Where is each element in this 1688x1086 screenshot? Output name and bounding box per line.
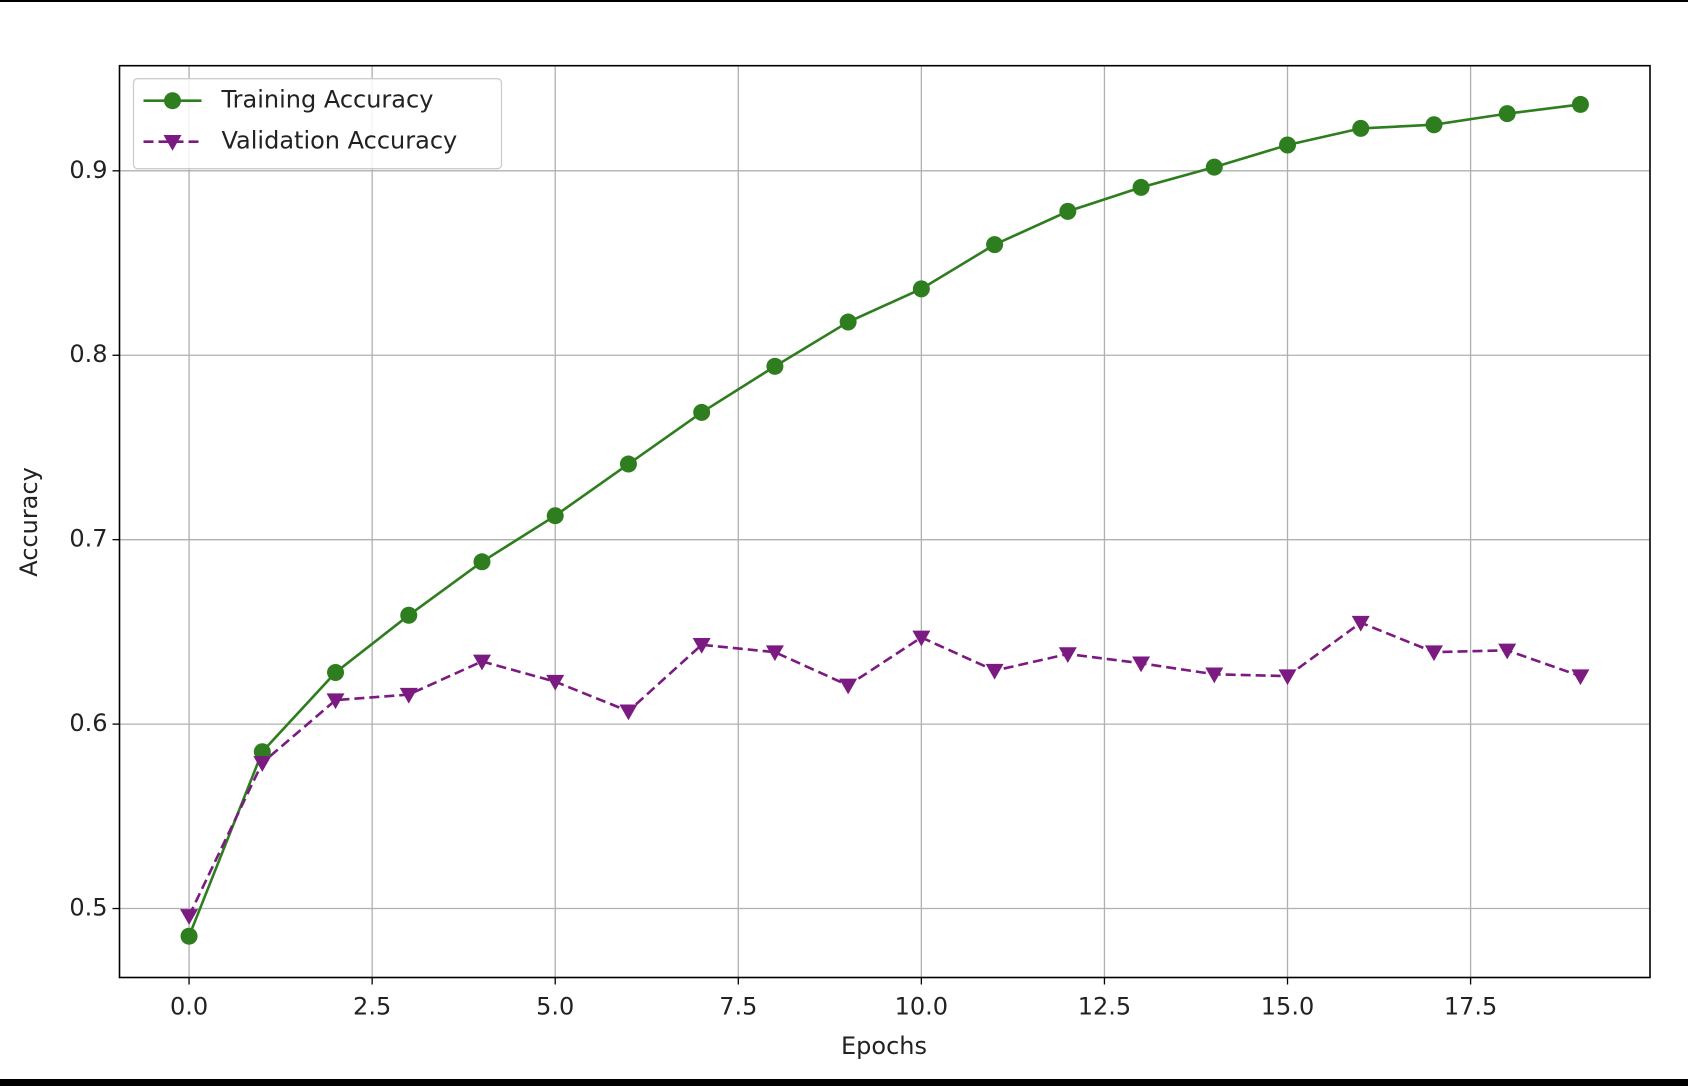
marker [1132,178,1150,196]
legend-marker [164,92,181,110]
marker [1571,669,1590,686]
marker [546,507,564,525]
x-tick-label: 10.0 [895,993,948,1021]
y-tick-label: 0.9 [69,156,107,184]
marker [619,455,637,473]
marker [912,280,930,298]
x-tick-label: 2.5 [353,993,391,1021]
marker [473,553,491,571]
x-tick-label: 12.5 [1078,993,1131,1021]
marker [692,638,711,654]
marker [1352,119,1370,137]
x-tick-label: 15.0 [1261,993,1314,1021]
y-tick-label: 0.6 [69,709,107,737]
marker [399,687,418,704]
marker [1498,105,1516,123]
marker [985,663,1004,680]
bottom-bar [0,1079,1688,1086]
marker [1205,667,1224,684]
legend-label: Validation Accuracy [222,127,458,155]
marker [253,756,272,772]
marker [1279,136,1297,154]
y-tick-label: 0.7 [69,525,107,553]
top-border [0,0,1688,2]
marker [1424,645,1443,662]
series-line [187,103,1581,937]
marker [180,909,199,925]
marker [1059,202,1077,220]
marker [693,403,711,421]
marker [1132,656,1151,673]
marker [765,645,784,662]
series-line [187,621,1581,917]
legend-box [132,78,503,170]
marker [1571,95,1589,113]
marker [326,693,345,710]
marker [912,630,931,647]
legend-label: Training Accuracy [221,86,434,114]
marker [546,674,565,691]
marker [1205,158,1223,176]
marker [986,236,1004,254]
marker [400,606,418,624]
marker [766,357,784,375]
x-tick-label: 17.5 [1444,993,1497,1021]
y-axis-label: Accuracy [15,467,43,577]
marker [839,313,857,331]
x-tick-label: 5.0 [536,993,574,1021]
marker [1058,647,1077,664]
marker [472,654,491,671]
marker [180,927,198,945]
marker [1498,643,1517,660]
x-axis-label: Epochs [841,1032,927,1060]
marker [327,663,345,681]
y-tick-label: 0.8 [69,340,107,368]
marker [1278,669,1297,686]
marker [1425,116,1443,134]
y-tick-label: 0.5 [69,894,107,922]
legend-marker [163,134,182,151]
x-tick-label: 0.0 [170,993,208,1021]
marker [619,704,638,721]
marker [1351,615,1370,632]
marker [253,743,271,761]
marker [839,678,858,695]
x-tick-label: 7.5 [719,993,757,1021]
plot-frame [118,64,1651,979]
